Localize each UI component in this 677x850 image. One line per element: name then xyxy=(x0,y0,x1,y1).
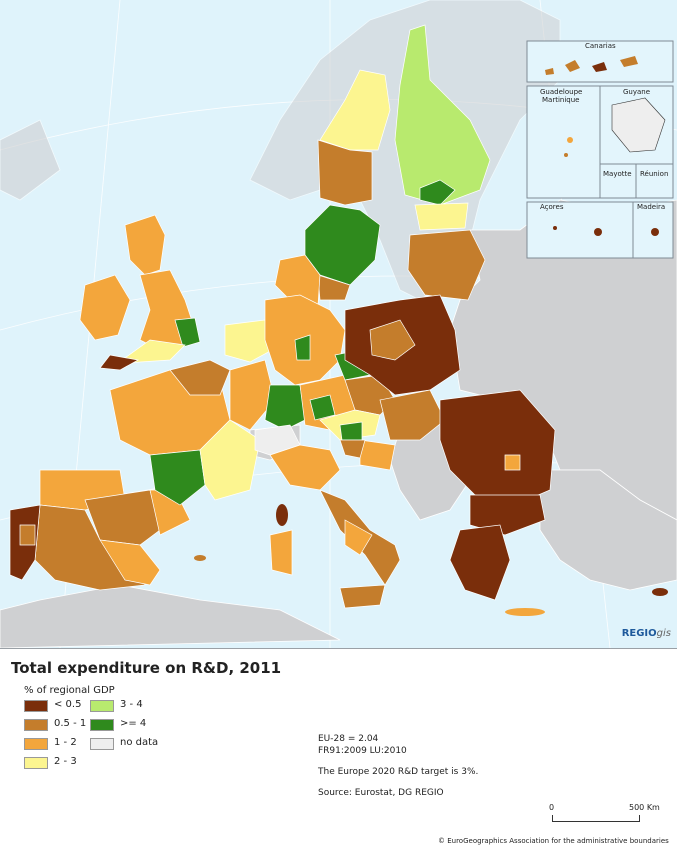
region-group-islands xyxy=(194,504,668,616)
copyright-notice: © EuroGeographics Association for the ad… xyxy=(438,837,669,845)
boundaries-note: FR91:2009 LU:2010 xyxy=(318,746,407,756)
region-south-sweden xyxy=(317,274,351,301)
region-bulgaria xyxy=(469,494,546,536)
legend-label: 1 - 2 xyxy=(54,737,77,748)
legend-heading: % of regional GDP xyxy=(24,685,115,696)
region-upper-norrland xyxy=(319,69,391,151)
region-group-iberia xyxy=(9,469,191,591)
inset-label-madeira: Madeira xyxy=(637,203,666,211)
region-north-italy xyxy=(269,444,341,491)
inset-label-martinique: Martinique xyxy=(542,96,580,104)
legend-label: >= 4 xyxy=(120,718,147,729)
region-group-british-isles xyxy=(79,214,201,371)
region-central-spain xyxy=(34,504,146,591)
region-sicily xyxy=(339,584,386,609)
legend-label: < 0.5 xyxy=(54,699,82,710)
region-mazowieckie xyxy=(369,319,416,361)
scale-max-label: 500 Km xyxy=(629,803,660,812)
source-note: Source: Eurostat, DG REGIO xyxy=(318,788,444,798)
legend-label: 3 - 4 xyxy=(120,699,143,710)
region-group-italy xyxy=(269,444,401,609)
region-east-france xyxy=(229,359,276,431)
region-north-france xyxy=(169,359,231,396)
scale-bar xyxy=(552,815,640,822)
region-ireland xyxy=(79,274,131,341)
region-scotland xyxy=(124,214,166,276)
inset-label-canarias: Canarias xyxy=(585,42,616,50)
regiogis-logo: REGIOgis xyxy=(621,628,671,639)
region-slovenia xyxy=(339,439,366,459)
legend-swatch xyxy=(24,757,48,769)
region-slovakia-hungary xyxy=(379,389,446,441)
legend-swatch xyxy=(24,719,48,731)
map-panel: Canarias Guadeloupe Martinique Guyane Ma… xyxy=(0,0,677,649)
region-greece xyxy=(449,524,511,601)
legend-panel: Total expenditure on R&D, 2011 % of regi… xyxy=(0,649,677,850)
legend-label: no data xyxy=(120,737,159,748)
region-lazio xyxy=(344,519,373,556)
map-title: Total expenditure on R&D, 2011 xyxy=(11,659,282,677)
region-baden-wurttemberg xyxy=(264,384,306,431)
legend-swatch xyxy=(24,738,48,750)
region-sardinia xyxy=(269,529,293,576)
region-munich xyxy=(309,394,336,421)
inset-shapes xyxy=(545,56,666,236)
inset-label-guadeloupe: Guadeloupe xyxy=(540,88,583,96)
region-finland xyxy=(394,24,491,206)
legend-swatch xyxy=(24,700,48,712)
region-estonia xyxy=(414,202,469,231)
region-mid-norrland xyxy=(317,139,373,206)
legend-swatch xyxy=(90,719,114,731)
legend-label: 2 - 3 xyxy=(54,756,77,767)
region-latvia-lithuania xyxy=(407,229,486,301)
scale-zero-label: 0 xyxy=(549,803,555,812)
region-lisbon xyxy=(19,524,36,546)
legend-label: 0.5 - 1 xyxy=(54,718,87,729)
target-note: The Europe 2020 R&D target is 3%. xyxy=(318,767,479,777)
region-east-england xyxy=(174,317,201,348)
legend-swatch xyxy=(90,738,114,750)
eu-average-note: EU-28 = 2.04 xyxy=(318,734,379,744)
inset-label-acores: Açores xyxy=(540,203,564,211)
region-group-nordic xyxy=(274,24,491,306)
region-group-france xyxy=(109,319,276,506)
inset-label-guyane: Guyane xyxy=(623,88,651,96)
inset-label-mayotte: Mayotte xyxy=(603,170,632,178)
region-group-central xyxy=(254,294,396,456)
inset-label-reunion: Réunion xyxy=(640,170,669,178)
region-hannover xyxy=(294,334,311,361)
region-castilla xyxy=(84,489,161,546)
legend-swatch xyxy=(90,700,114,712)
europe-map xyxy=(0,0,677,648)
region-cornwall xyxy=(99,354,140,371)
region-helsinki xyxy=(419,179,456,206)
region-bucharest xyxy=(504,454,521,471)
region-croatia xyxy=(359,439,396,471)
region-madrid-valencia xyxy=(99,539,161,586)
region-styria xyxy=(339,421,363,441)
region-group-east xyxy=(339,294,556,601)
region-midi-pyrenees xyxy=(149,449,206,506)
region-benelux xyxy=(224,319,273,363)
